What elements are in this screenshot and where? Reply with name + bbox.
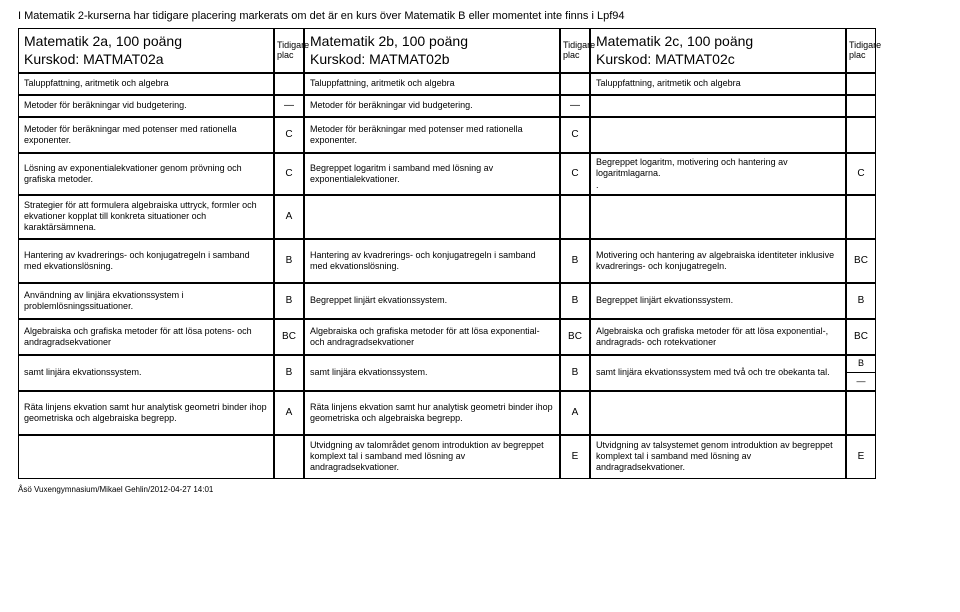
col2-title-line2: Kurskod: MATMAT02b (310, 51, 468, 69)
col3-r10 (590, 391, 846, 435)
col1-r6-code: B (274, 239, 304, 283)
col2-r9-code: B (560, 355, 590, 391)
col1-title-line2: Kurskod: MATMAT02a (24, 51, 182, 69)
curriculum-table: Matematik 2a, 100 poäng Kurskod: MATMAT0… (18, 28, 942, 479)
col1-r5: Strategier för att formulera algebraiska… (18, 195, 274, 239)
col3-r3-code (846, 117, 876, 153)
col1-r8-code: BC (274, 319, 304, 355)
col2-r5-code (560, 195, 590, 239)
col3-r6-code: BC (846, 239, 876, 283)
col2-header: Matematik 2b, 100 poäng Kurskod: MATMAT0… (304, 28, 560, 73)
col1-header: Matematik 2a, 100 poäng Kurskod: MATMAT0… (18, 28, 274, 73)
col3-r9a-code: B (847, 356, 875, 374)
col3-r7: Begreppet linjärt ekvationssystem. (590, 283, 846, 319)
col2-r1: Taluppfattning, aritmetik och algebra (304, 73, 560, 95)
col3-r5 (590, 195, 846, 239)
col1-tidi-header: Tidigare plac (274, 28, 304, 73)
col3-r1-code (846, 73, 876, 95)
col3-r11: Utvidgning av talsystemet genom introduk… (590, 435, 846, 479)
col2-r2: Metoder för beräkningar vid budgetering. (304, 95, 560, 117)
col3-r10-code (846, 391, 876, 435)
col3-r11-code: E (846, 435, 876, 479)
col3-r4-code: C (846, 153, 876, 195)
col1-r7: Användning av linjära ekvationssystem i … (18, 283, 274, 319)
col1-r7-code: B (274, 283, 304, 319)
col2-r8-code: BC (560, 319, 590, 355)
col3-title-line2: Kurskod: MATMAT02c (596, 51, 753, 69)
col3-header: Matematik 2c, 100 poäng Kurskod: MATMAT0… (590, 28, 846, 73)
col1-r2-code: — (274, 95, 304, 117)
col1-r4-code: C (274, 153, 304, 195)
col3-r8-code: BC (846, 319, 876, 355)
col1-title-line1: Matematik 2a, 100 poäng (24, 33, 182, 51)
col1-r2: Metoder för beräkningar vid budgetering. (18, 95, 274, 117)
col2-r6-code: B (560, 239, 590, 283)
col2-r4: Begreppet logaritm i samband med lösning… (304, 153, 560, 195)
col3-r8: Algebraiska och grafiska metoder för att… (590, 319, 846, 355)
col3-r4-text: Begreppet logaritm, motivering och hante… (596, 157, 788, 178)
col3-title-line1: Matematik 2c, 100 poäng (596, 33, 753, 51)
col3-r2 (590, 95, 846, 117)
col3-r4: Begreppet logaritm, motivering och hante… (590, 153, 846, 195)
col1-r5-code: A (274, 195, 304, 239)
col3-r9: samt linjära ekvationssystem med två och… (590, 355, 846, 391)
col3-tidi-header: Tidigare plac (846, 28, 876, 73)
col2-r1-code (560, 73, 590, 95)
col2-r8: Algebraiska och grafiska metoder för att… (304, 319, 560, 355)
col3-r2-code (846, 95, 876, 117)
col2-r10: Räta linjens ekvation samt hur analytisk… (304, 391, 560, 435)
col3-r6: Motivering och hantering av algebraiska … (590, 239, 846, 283)
col2-tidi-header: Tidigare plac (560, 28, 590, 73)
col3-r3 (590, 117, 846, 153)
col2-r5 (304, 195, 560, 239)
col2-r4-code: C (560, 153, 590, 195)
col2-r7: Begreppet linjärt ekvationssystem. (304, 283, 560, 319)
col2-r6: Hantering av kvadrerings- och konjugatre… (304, 239, 560, 283)
col1-r9: samt linjära ekvationssystem. (18, 355, 274, 391)
col2-title-line1: Matematik 2b, 100 poäng (310, 33, 468, 51)
col3-r1: Taluppfattning, aritmetik och algebra (590, 73, 846, 95)
col1-r4: Lösning av exponentialekvationer genom p… (18, 153, 274, 195)
col2-r10-code: A (560, 391, 590, 435)
col1-r10: Räta linjens ekvation samt hur analytisk… (18, 391, 274, 435)
col1-r10-code: A (274, 391, 304, 435)
col1-r6: Hantering av kvadrerings- och konjugatre… (18, 239, 274, 283)
intro-text: I Matematik 2-kurserna har tidigare plac… (18, 10, 942, 22)
col3-r9-code: B — (846, 355, 876, 391)
col3-r5-code (846, 195, 876, 239)
col2-r11-code: E (560, 435, 590, 479)
col2-r3-code: C (560, 117, 590, 153)
col2-r7-code: B (560, 283, 590, 319)
col2-r3: Metoder för beräkningar med potenser med… (304, 117, 560, 153)
col1-r11-code (274, 435, 304, 479)
col1-r1-code (274, 73, 304, 95)
col3-r7-code: B (846, 283, 876, 319)
col2-r11: Utvidgning av talområdet genom introdukt… (304, 435, 560, 479)
col2-r9: samt linjära ekvationssystem. (304, 355, 560, 391)
col3-r4b-text: . (596, 180, 599, 190)
col1-r11 (18, 435, 274, 479)
col1-r8: Algebraiska och grafiska metoder för att… (18, 319, 274, 355)
col2-r2-code: — (560, 95, 590, 117)
col1-r3: Metoder för beräkningar med potenser med… (18, 117, 274, 153)
col3-r9b-code: — (847, 373, 875, 390)
col1-r9-code: B (274, 355, 304, 391)
col1-r3-code: C (274, 117, 304, 153)
col1-r1: Taluppfattning, aritmetik och algebra (18, 73, 274, 95)
page-footer: Åsö Vuxengymnasium/Mikael Gehlin/2012-04… (18, 485, 942, 494)
